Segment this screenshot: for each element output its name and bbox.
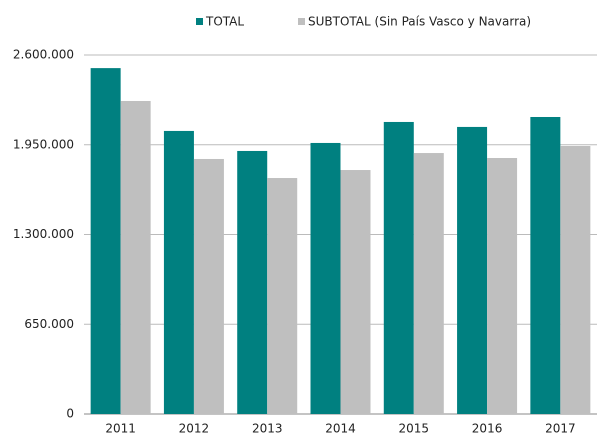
y-tick-label: 650.000 [24, 317, 74, 331]
legend-label: SUBTOTAL (Sin País Vasco y Navarra) [308, 15, 531, 29]
x-tick-label: 2016 [472, 422, 503, 434]
legend-swatch [298, 18, 305, 25]
x-tick-label: 2014 [325, 422, 356, 434]
bar [163, 130, 194, 414]
bar [457, 126, 488, 414]
bar [413, 153, 444, 415]
legend-swatch [196, 18, 203, 25]
x-tick-label: 2017 [545, 422, 576, 434]
x-tick-label: 2011 [105, 422, 136, 434]
bar [340, 170, 371, 414]
bar [487, 158, 518, 414]
legend-label: TOTAL [205, 15, 244, 29]
bar [383, 121, 414, 414]
y-tick-label: 2.600.000 [13, 48, 74, 62]
bar [237, 150, 268, 415]
bar [267, 178, 298, 414]
bar [530, 116, 561, 415]
bar [310, 142, 341, 414]
y-tick-label: 0 [66, 407, 74, 421]
x-tick-label: 2015 [399, 422, 430, 434]
bar [560, 145, 591, 415]
y-tick-label: 1.300.000 [13, 227, 74, 241]
bar [90, 68, 121, 414]
bar [193, 158, 224, 414]
x-tick-label: 2013 [252, 422, 283, 434]
bar [120, 100, 151, 414]
x-tick-label: 2012 [179, 422, 210, 434]
y-tick-label: 1.950.000 [13, 137, 74, 151]
